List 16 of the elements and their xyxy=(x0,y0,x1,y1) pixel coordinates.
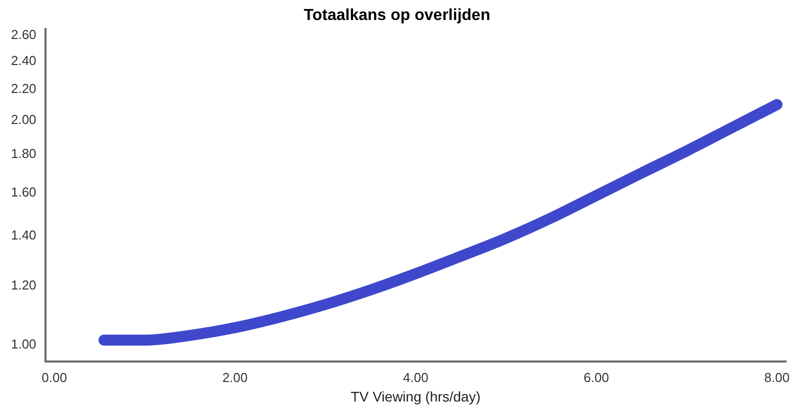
y-tick-label: 1.20 xyxy=(10,277,36,292)
y-tick-label: 2.60 xyxy=(10,26,36,42)
x-axis-title: TV Viewing (hrs/day) xyxy=(350,388,480,404)
x-tick-label: 0.00 xyxy=(42,370,67,385)
y-tick-label: 1.60 xyxy=(10,184,36,200)
x-tick-label: 6.00 xyxy=(584,370,609,385)
y-tick-label: 1.80 xyxy=(10,146,36,162)
x-tick-label: 8.00 xyxy=(764,370,790,385)
y-tick-label: 1.00 xyxy=(10,336,36,352)
y-tick-label: 2.20 xyxy=(10,81,36,96)
x-tick-label: 2.00 xyxy=(222,370,248,385)
y-tick-label: 2.00 xyxy=(10,112,36,127)
y-tick-label: 2.40 xyxy=(10,52,36,68)
x-tick-label: 4.00 xyxy=(402,370,428,385)
y-tick-label: 1.40 xyxy=(10,228,36,243)
chart-title: Totaalkans op overlijden xyxy=(304,7,490,24)
